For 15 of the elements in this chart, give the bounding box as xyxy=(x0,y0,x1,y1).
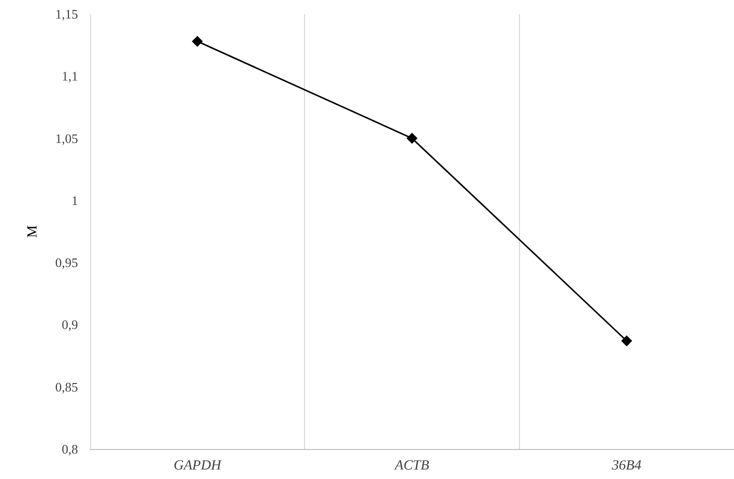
x-tick-label: ACTB xyxy=(394,458,430,474)
x-tick-label: GAPDH xyxy=(174,458,222,474)
y-tick-label: 0,8 xyxy=(62,442,78,456)
y-tick-label: 1,15 xyxy=(55,6,78,22)
x-tick-label: 36B4 xyxy=(610,458,642,474)
y-tick-label: 0,85 xyxy=(55,379,78,394)
y-tick-label: 1,1 xyxy=(62,68,78,84)
y-axis-title: M xyxy=(26,224,40,238)
y-tick-label: 1,05 xyxy=(55,130,78,146)
y-tick-label: 0,95 xyxy=(55,255,78,270)
y-tick-label: 1 xyxy=(72,192,78,208)
y-tick-label: 0,9 xyxy=(62,317,78,332)
point xyxy=(406,132,418,144)
point xyxy=(621,335,632,346)
point xyxy=(192,36,203,47)
